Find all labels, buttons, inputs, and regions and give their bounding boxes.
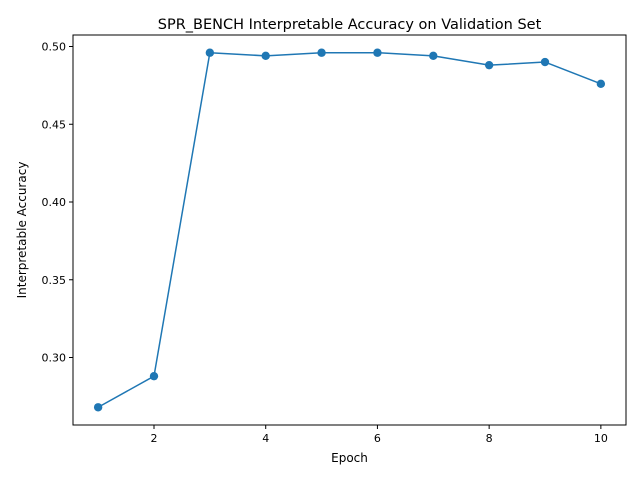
data-point — [205, 48, 215, 57]
data-point — [149, 371, 159, 381]
x-tick-label: 8 — [486, 432, 493, 445]
x-tick-label: 6 — [374, 432, 381, 445]
data-point — [429, 51, 438, 61]
x-axis-label: Epoch — [331, 451, 368, 465]
y-tick-label: 0.40 — [42, 196, 67, 209]
y-tick-label: 0.35 — [42, 274, 67, 287]
series-layer — [93, 48, 606, 412]
x-tick-label: 4 — [262, 432, 269, 445]
data-point — [484, 60, 494, 70]
series-line — [97, 51, 602, 408]
x-tick-label: 2 — [150, 432, 157, 445]
plot-area — [73, 35, 626, 425]
data-point — [317, 48, 326, 57]
y-tick-label: 0.50 — [42, 41, 67, 54]
y-axis-ticks: 0.30 0.35 0.40 0.45 0.50 — [42, 41, 73, 365]
y-tick-label: 0.45 — [42, 118, 67, 131]
x-axis-ticks: 2 4 6 8 10 — [150, 425, 608, 445]
data-point — [540, 57, 550, 67]
y-tick-label: 0.30 — [42, 352, 67, 365]
data-point — [373, 48, 382, 57]
plot-frame — [72, 34, 627, 426]
data-point — [596, 79, 606, 89]
data-point — [93, 403, 103, 412]
y-axis-label: Interpretable Accuracy — [15, 162, 29, 299]
chart-title: SPR_BENCH Interpretable Accuracy on Vali… — [158, 17, 542, 33]
x-tick-label: 10 — [594, 432, 608, 445]
data-point — [261, 51, 270, 61]
